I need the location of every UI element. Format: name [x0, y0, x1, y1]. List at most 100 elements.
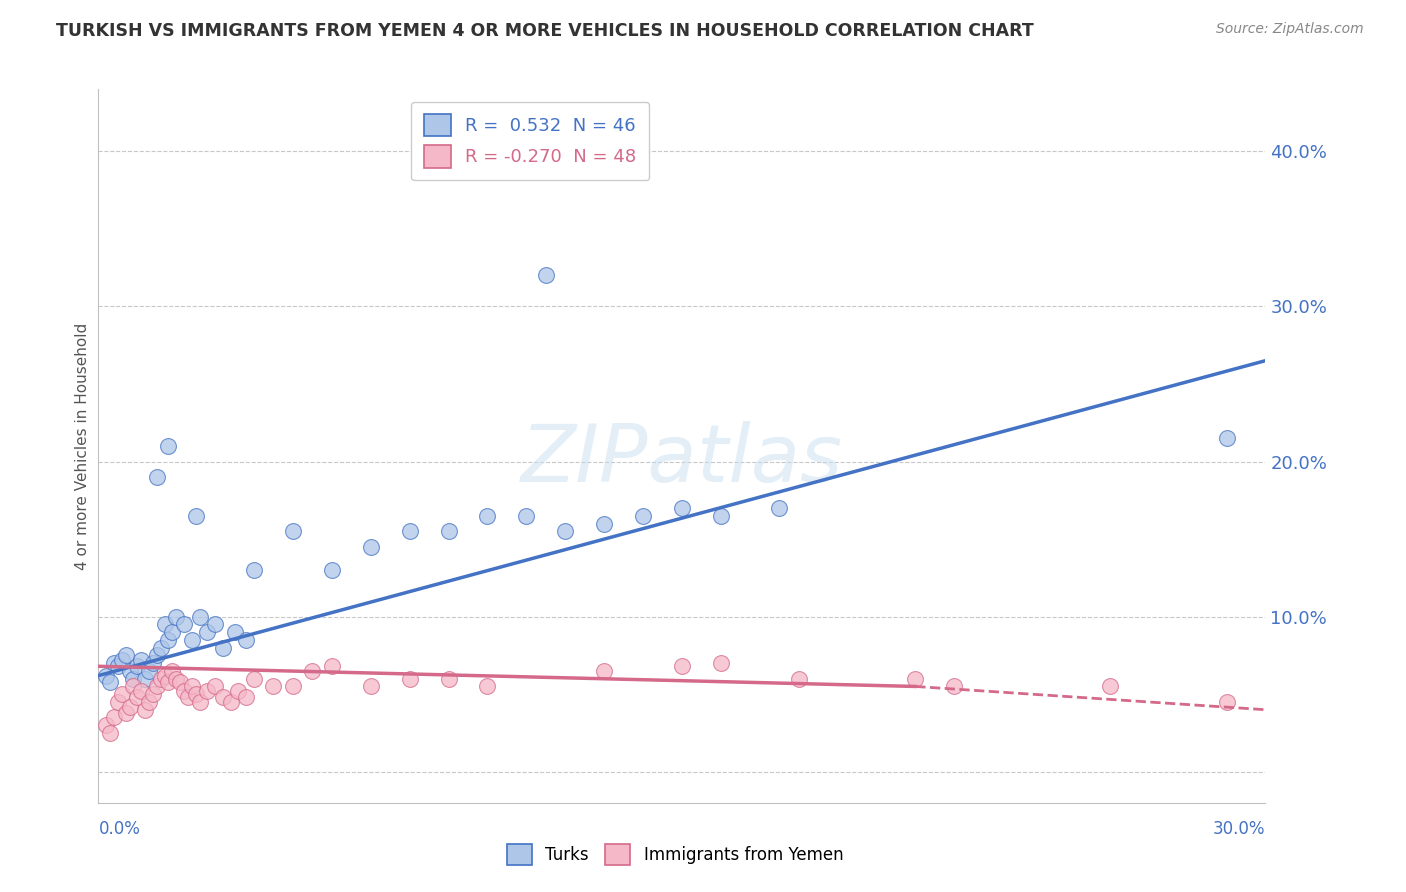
Point [142, 687, 165, 701]
Point [281, 680, 304, 694]
Point [188, 609, 211, 624]
Text: 0.0%: 0.0% [98, 820, 141, 838]
Point [177, 690, 200, 705]
Legend: R =  0.532  N = 46, R = -0.270  N = 48: R = 0.532 N = 46, R = -0.270 N = 48 [411, 102, 650, 180]
Point [173, 684, 195, 698]
Point [169, 674, 191, 689]
Point [118, 699, 141, 714]
Point [111, 687, 134, 701]
Point [787, 672, 810, 686]
Point [98, 674, 121, 689]
Text: 30.0%: 30.0% [1213, 820, 1265, 838]
Point [149, 640, 172, 655]
Point [107, 695, 129, 709]
Point [593, 664, 616, 678]
Point [943, 680, 966, 694]
Point [146, 648, 169, 663]
Point [142, 656, 165, 670]
Point [224, 625, 246, 640]
Point [162, 664, 184, 678]
Point [157, 674, 180, 689]
Point [153, 617, 176, 632]
Point [398, 672, 420, 686]
Point [515, 508, 537, 523]
Point [122, 680, 145, 694]
Point [1098, 680, 1121, 694]
Point [157, 439, 180, 453]
Text: TURKISH VS IMMIGRANTS FROM YEMEN 4 OR MORE VEHICLES IN HOUSEHOLD CORRELATION CHA: TURKISH VS IMMIGRANTS FROM YEMEN 4 OR MO… [56, 22, 1033, 40]
Point [281, 524, 304, 539]
Point [593, 516, 616, 531]
Point [710, 656, 733, 670]
Point [111, 653, 134, 667]
Legend: Turks, Immigrants from Yemen: Turks, Immigrants from Yemen [496, 834, 853, 875]
Point [631, 508, 654, 523]
Point [360, 540, 382, 554]
Point [212, 690, 235, 705]
Point [671, 659, 693, 673]
Point [212, 640, 235, 655]
Point [114, 648, 136, 663]
Point [554, 524, 576, 539]
Point [134, 703, 156, 717]
Point [129, 653, 152, 667]
Point [477, 680, 499, 694]
Text: ZIPatlas: ZIPatlas [520, 421, 844, 500]
Point [184, 687, 207, 701]
Point [188, 695, 211, 709]
Point [146, 470, 169, 484]
Point [710, 508, 733, 523]
Point [228, 684, 250, 698]
Point [195, 684, 218, 698]
Point [204, 680, 226, 694]
Point [360, 680, 382, 694]
Point [118, 664, 141, 678]
Point [219, 695, 242, 709]
Point [153, 668, 176, 682]
Point [165, 672, 187, 686]
Point [127, 690, 149, 705]
Point [165, 609, 187, 624]
Point [437, 672, 460, 686]
Point [127, 659, 149, 673]
Point [262, 680, 284, 694]
Point [1215, 431, 1237, 445]
Point [477, 508, 499, 523]
Point [904, 672, 927, 686]
Point [195, 625, 218, 640]
Point [96, 718, 118, 732]
Point [96, 668, 118, 682]
Point [235, 632, 257, 647]
Point [134, 672, 156, 686]
Point [321, 659, 343, 673]
Point [162, 625, 184, 640]
Y-axis label: 4 or more Vehicles in Household: 4 or more Vehicles in Household [75, 322, 90, 570]
Point [122, 672, 145, 686]
Point [129, 684, 152, 698]
Point [149, 672, 172, 686]
Point [768, 501, 790, 516]
Point [180, 680, 202, 694]
Point [204, 617, 226, 632]
Point [184, 508, 207, 523]
Point [398, 524, 420, 539]
Point [534, 268, 557, 283]
Point [107, 659, 129, 673]
Point [243, 563, 266, 577]
Point [180, 632, 202, 647]
Point [671, 501, 693, 516]
Point [103, 656, 125, 670]
Point [1215, 695, 1237, 709]
Point [173, 617, 195, 632]
Point [146, 680, 169, 694]
Point [138, 664, 160, 678]
Point [103, 710, 125, 724]
Point [138, 695, 160, 709]
Point [437, 524, 460, 539]
Point [235, 690, 257, 705]
Point [301, 664, 323, 678]
Point [98, 726, 121, 740]
Point [321, 563, 343, 577]
Text: Source: ZipAtlas.com: Source: ZipAtlas.com [1216, 22, 1364, 37]
Point [114, 706, 136, 720]
